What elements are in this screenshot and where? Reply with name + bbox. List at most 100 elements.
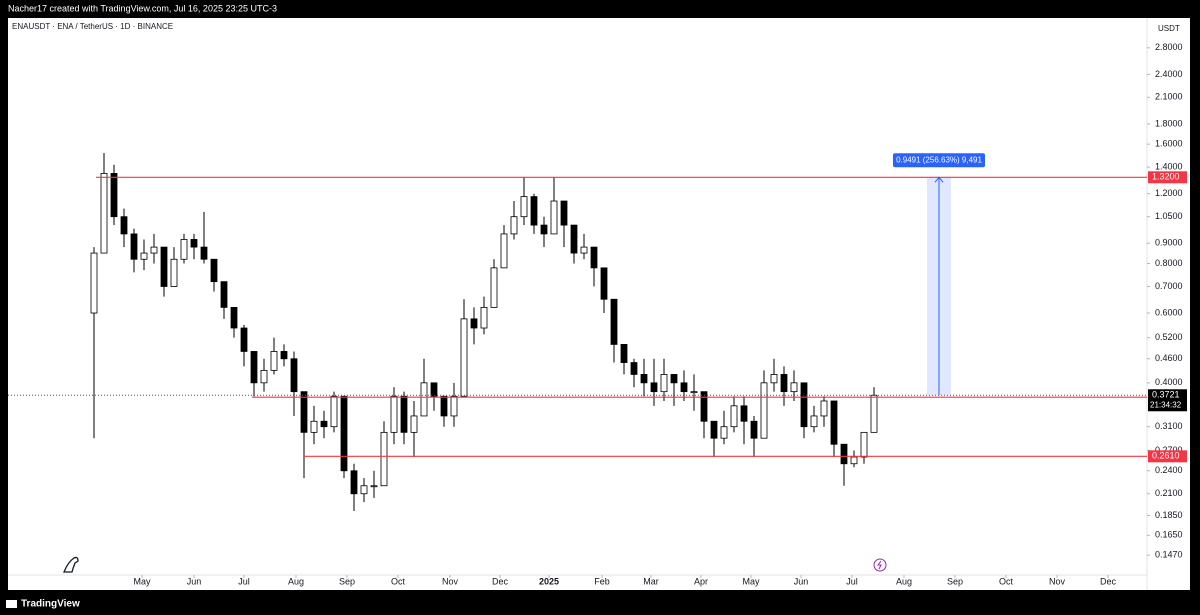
level-label-box: [1148, 450, 1187, 463]
y-tick-label: 0.2100: [1155, 488, 1183, 498]
y-tick-label: 1.6000: [1155, 139, 1183, 149]
x-tick-label: Aug: [288, 576, 304, 586]
candle-body: [760, 382, 768, 439]
chart-panel: [8, 18, 1190, 590]
candle-body: [410, 415, 418, 433]
candle-body: [160, 246, 168, 287]
candle-body: [180, 239, 188, 260]
candle-body: [720, 426, 728, 439]
y-tick-label: 0.6000: [1155, 307, 1183, 317]
candle-body: [370, 485, 378, 488]
x-tick-label: Sep: [339, 576, 355, 586]
candle-body: [870, 394, 878, 433]
x-tick-label: Oct: [391, 576, 406, 586]
candle-body: [710, 420, 718, 439]
x-tick-label: Dec: [492, 576, 509, 586]
measure-label-box: [893, 153, 985, 168]
x-tick-label: Mar: [643, 576, 659, 586]
candle-body: [140, 252, 148, 260]
event-icon: [873, 558, 887, 572]
candle-body: [290, 358, 298, 393]
candle-body: [150, 246, 158, 254]
candle-body: [800, 382, 808, 428]
candle-body: [660, 374, 668, 393]
logo-icon: [63, 556, 79, 573]
candle-body: [540, 224, 548, 235]
x-tick-label: Apr: [694, 576, 708, 586]
candle-body: [440, 395, 448, 417]
x-tick-label: Jun: [187, 576, 202, 586]
y-tick-label: 0.3100: [1155, 421, 1183, 431]
x-tick-label: May: [133, 576, 151, 586]
candle-body: [790, 382, 798, 393]
candle-body: [380, 431, 388, 487]
candle-body: [110, 173, 118, 218]
y-tick-label: 0.4000: [1155, 377, 1183, 387]
y-tick-label: 0.1850: [1155, 510, 1183, 520]
candle-body: [480, 306, 488, 329]
y-tick-label: 1.4000: [1155, 162, 1183, 172]
x-tick-label: 2025: [539, 576, 559, 586]
candle-body: [490, 267, 498, 308]
candle-body: [420, 382, 428, 417]
candle-body: [270, 351, 278, 371]
candle-body: [200, 246, 208, 260]
candle-body: [860, 431, 868, 458]
candle-body: [820, 400, 828, 417]
candle-body: [650, 382, 658, 393]
candle-body: [610, 298, 618, 345]
measure-label: 0.9491 (256.63%) 9,491: [896, 155, 982, 164]
candle-body: [850, 456, 858, 465]
candle-body: [500, 233, 508, 269]
candle-body: [310, 420, 318, 433]
candle-body: [220, 281, 228, 308]
y-tick-label: 2.1000: [1155, 92, 1183, 102]
y-tick-label: 0.5200: [1155, 332, 1183, 342]
candle-body: [730, 405, 738, 428]
candle-body: [690, 391, 698, 394]
candle-body: [250, 351, 258, 384]
candle-body: [810, 415, 818, 428]
candle-body: [830, 400, 838, 445]
candle-body: [750, 420, 758, 439]
candle-body: [390, 395, 398, 433]
candle-body: [260, 369, 268, 384]
candle-body: [400, 395, 408, 433]
candle-body: [600, 267, 608, 300]
candle-body: [560, 200, 568, 226]
candle-body: [190, 239, 198, 248]
candle-body: [120, 216, 128, 235]
y-tick-label: 1.8000: [1155, 118, 1183, 128]
x-tick-label: Nov: [1049, 576, 1066, 586]
x-tick-label: Nov: [442, 576, 459, 586]
y-tick-label: 0.4600: [1155, 353, 1183, 363]
candle-body: [320, 420, 328, 428]
candle-body: [300, 391, 308, 433]
measure-arrowhead: [934, 176, 944, 183]
candle-body: [840, 443, 848, 465]
level-label: 1.3200: [1152, 172, 1180, 182]
candle-body: [450, 395, 458, 417]
candle-body: [360, 485, 368, 495]
x-tick-label: May: [742, 576, 760, 586]
candle-body: [470, 318, 478, 329]
y-tick-label: 2.4000: [1155, 69, 1183, 79]
candle-body: [130, 233, 138, 260]
candle-body: [550, 200, 558, 235]
candle-body: [680, 382, 688, 393]
event-bolt: [877, 560, 882, 570]
y-tick-label: 0.1650: [1155, 530, 1183, 540]
candle-body: [280, 351, 288, 360]
y-tick-label: 0.2700: [1155, 445, 1183, 455]
candle-body: [570, 224, 578, 254]
brand-logo: [6, 600, 17, 608]
candle-body: [780, 374, 788, 393]
candle-body: [630, 362, 638, 375]
y-tick-label: 0.2400: [1155, 465, 1183, 475]
y-tick-label: 0.7000: [1155, 281, 1183, 291]
x-tick-label: Oct: [999, 576, 1014, 586]
x-tick-label: Dec: [1100, 576, 1117, 586]
candle-body: [210, 258, 218, 283]
candle-body: [100, 173, 108, 254]
candle-body: [430, 382, 438, 397]
